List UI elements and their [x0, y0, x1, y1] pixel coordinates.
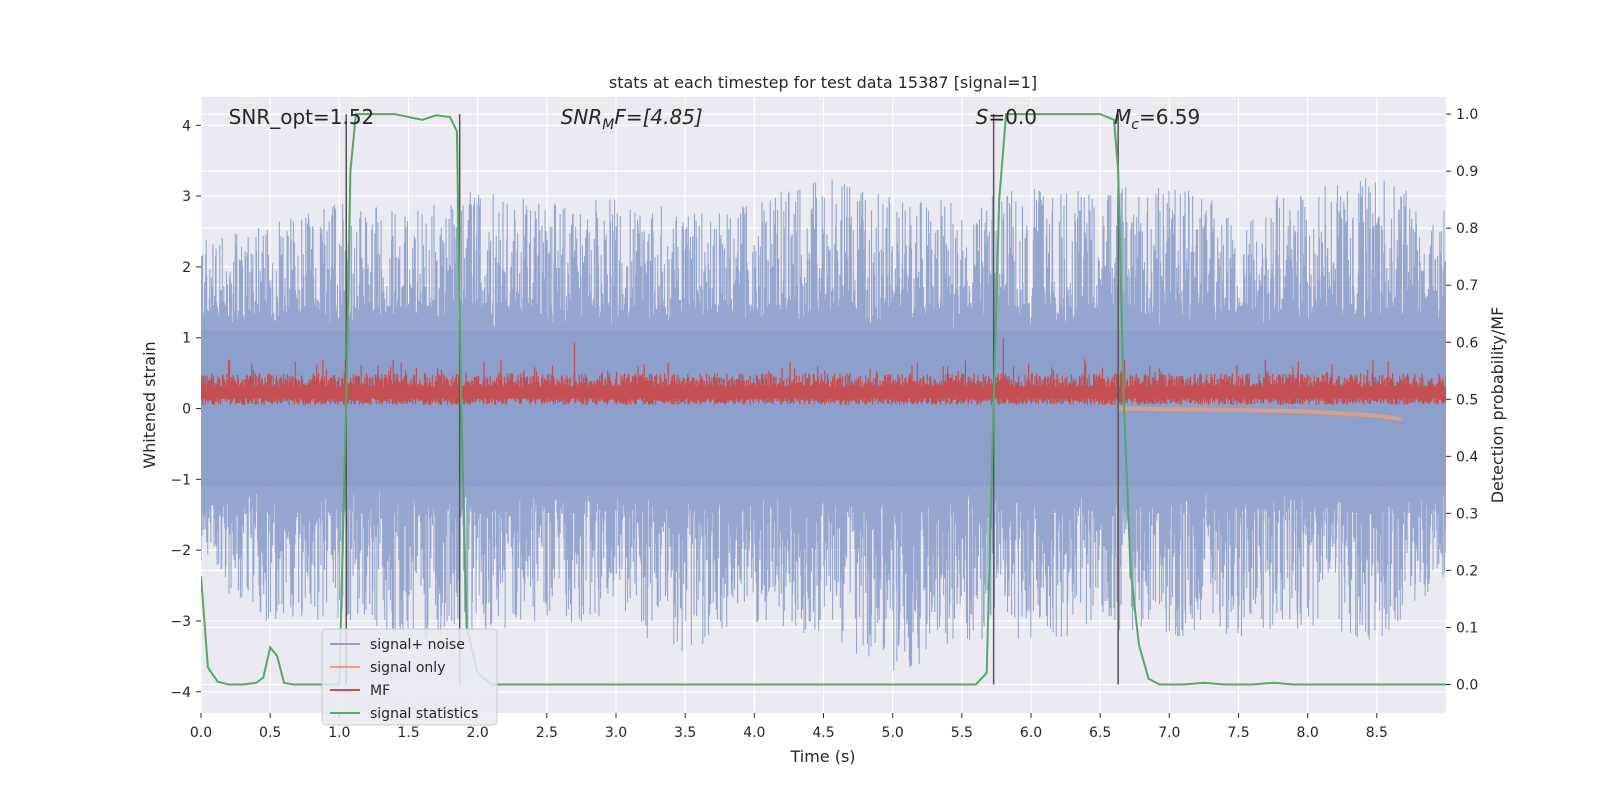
- y-tick-label-right: 1.0: [1456, 107, 1478, 123]
- signal-only-line: [1118, 406, 1402, 422]
- annotation-suffix: =0.0: [988, 105, 1037, 129]
- x-axis-label: Time (s): [789, 747, 855, 766]
- x-tick-label: 0.0: [190, 725, 212, 741]
- y-tick-label-right: 0.8: [1456, 221, 1478, 237]
- annotation-text: Mc=6.59: [1114, 105, 1200, 133]
- x-tick-label: 5.0: [882, 725, 904, 741]
- x-tick-label: 2.0: [467, 725, 489, 741]
- legend: signal+ noise signal only MF signal statist…: [321, 628, 498, 726]
- mf-series: [201, 337, 1446, 405]
- left-axis-ticks: −4 −3 −2 −1 0 1 2 3 4: [170, 118, 201, 701]
- y-tick-label-right: 0.4: [1456, 449, 1478, 465]
- x-tick-label: 8.5: [1366, 725, 1388, 741]
- x-tick-label: 1.0: [328, 725, 350, 741]
- y-tick-label-right: 0.7: [1456, 278, 1478, 294]
- y-tick-label-right: 0.0: [1456, 677, 1478, 693]
- x-axis-ticks: 0.0 0.5 1.0 1.5 2.0 2.5 3.0 3.5 4.0 4.5 5.0 5.5 6.0 6…: [190, 713, 1388, 741]
- legend-label: MF: [370, 683, 390, 699]
- x-tick-label: 7.0: [1158, 725, 1180, 741]
- x-tick-label: 3.5: [674, 725, 696, 741]
- y-tick-label-left: 3: [182, 189, 191, 205]
- annotation-main: SNR_opt=1.52: [229, 105, 375, 129]
- x-tick-label: 6.0: [1020, 725, 1042, 741]
- legend-label: signal statistics: [370, 706, 478, 722]
- legend-label: signal+ noise: [370, 637, 465, 653]
- legend-label: signal only: [370, 660, 445, 676]
- y-tick-label-right: 0.3: [1456, 506, 1478, 522]
- x-tick-label: 7.5: [1227, 725, 1249, 741]
- y-tick-label-left: 0: [182, 402, 191, 418]
- annotation-main: S: [976, 105, 989, 129]
- y-tick-label-left: 2: [182, 260, 191, 276]
- y-tick-label-right: 0.6: [1456, 335, 1478, 351]
- annotation-main: SNR: [561, 105, 603, 129]
- annotation-subscript: c: [1131, 117, 1139, 133]
- y-tick-label-right: 0.1: [1456, 620, 1478, 636]
- chart-title: stats at each timestep for test data 153…: [609, 73, 1037, 92]
- annotation-text: S=0.0: [976, 105, 1037, 129]
- x-tick-label: 4.0: [743, 725, 765, 741]
- annotation-suffix: F=[4.85]: [614, 105, 702, 129]
- legend-box: [321, 628, 498, 726]
- annotation-subscript: M: [602, 117, 614, 133]
- mf-line: [201, 337, 1446, 405]
- y-tick-label-left: −3: [170, 614, 191, 630]
- plot-content: [201, 113, 1446, 686]
- x-tick-label: 5.5: [951, 725, 973, 741]
- annotation-main: M: [1114, 105, 1131, 129]
- x-tick-label: 3.0: [605, 725, 627, 741]
- annotation-suffix: =6.59: [1139, 105, 1200, 129]
- y-tick-label-left: −2: [170, 543, 191, 559]
- x-tick-label: 4.5: [812, 725, 834, 741]
- y-tick-label-left: −4: [170, 685, 191, 701]
- x-tick-label: 0.5: [259, 725, 281, 741]
- y-axis-label-left: Whitened strain: [140, 341, 159, 468]
- annotation-text: SNR_opt=1.52: [229, 105, 375, 129]
- right-axis-ticks: 0.0 0.1 0.2 0.3 0.4 0.5 0.6 0.7 0.8 0.9 1.0: [1446, 107, 1478, 693]
- x-tick-label: 2.5: [536, 725, 558, 741]
- x-tick-label: 6.5: [1089, 725, 1111, 741]
- y-tick-label-right: 0.2: [1456, 563, 1478, 579]
- y-tick-label-left: 1: [182, 331, 191, 347]
- annotation-text: SNRMF=[4.85]: [561, 105, 703, 133]
- y-tick-label-right: 0.9: [1456, 164, 1478, 180]
- y-axis-label-right: Detection probability/MF: [1488, 307, 1507, 504]
- x-tick-label: 1.5: [397, 725, 419, 741]
- y-tick-label-left: 4: [182, 118, 191, 134]
- annotations: SNR_opt=1.52 SNRMF=[4.85] S=0.0 Mc=6.59: [229, 105, 1201, 133]
- signal-only-series: [1118, 406, 1402, 422]
- y-tick-label-right: 0.5: [1456, 392, 1478, 408]
- y-tick-label-left: −1: [170, 472, 191, 488]
- x-tick-label: 8.0: [1297, 725, 1319, 741]
